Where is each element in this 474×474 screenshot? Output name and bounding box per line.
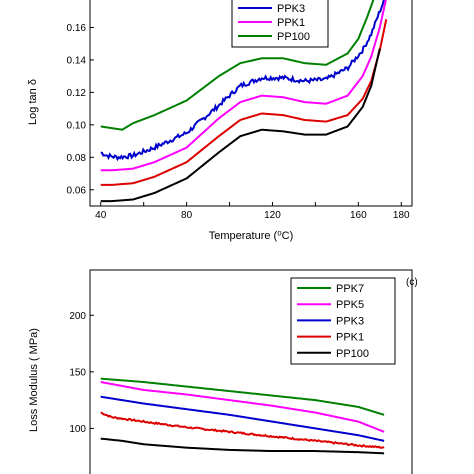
bottom-y-axis-label: Loss Modulus ( MPa) (28, 328, 40, 432)
bottom-legend-label: PP100 (336, 348, 369, 360)
top-y-tick-label: 0.12 (67, 88, 87, 99)
top-x-tick-label: 160 (350, 210, 367, 221)
bottom-series-line-4 (100, 437, 385, 455)
bottom-y-tick-label: 150 (69, 367, 86, 378)
bottom-legend-label: PPK3 (336, 315, 364, 327)
bottom-series-line-2 (100, 395, 385, 442)
top-x-tick-label: 180 (393, 210, 410, 221)
bottom-series-line-1 (100, 381, 385, 433)
bottom-y-tick-label: 200 (69, 311, 86, 322)
top-ticks: 40 80 120 160 180 0.06 0.08 0.10 0.12 0.14 0.16 0.1… (67, 0, 411, 221)
top-legend: PPK3 PPK1 PP100 (231, 0, 329, 48)
bottom-legend-label: PPK1 (336, 332, 364, 344)
bottom-y-tick-label: 100 (69, 424, 86, 435)
top-legend-label: PP100 (277, 31, 310, 43)
bottom-legend: PPK7 PPK5 PPK3 PPK1 PP100 (290, 277, 396, 365)
top-y-axis-label: Log tan δ (27, 79, 39, 125)
top-series-line-4 (100, 48, 381, 203)
top-y-tick-label: 0.08 (67, 153, 87, 164)
top-x-tick-label: 40 (95, 210, 107, 221)
top-x-tick-label: 120 (264, 210, 281, 221)
top-y-tick-label: 0.18 (67, 0, 87, 2)
bottom-legend-label: PPK5 (336, 299, 364, 311)
bottom-series-line-3 (100, 411, 385, 449)
top-series-line-1 (100, 0, 387, 172)
top-legend-label: PPK1 (277, 17, 305, 29)
top-series (100, 0, 388, 203)
top-series-line-0 (100, 0, 385, 162)
bottom-series (100, 377, 385, 455)
top-y-tick-label: 0.14 (67, 55, 87, 66)
bottom-ticks: 100 150 200 (69, 311, 94, 435)
bottom-plot-frame (89, 269, 413, 474)
top-y-tick-label: 0.10 (67, 120, 87, 131)
top-series-line-3 (100, 19, 388, 186)
top-y-tick-label: 0.16 (67, 23, 87, 34)
top-x-axis-label: Temperature (⁰C) (209, 230, 294, 242)
panel-label: (c) (406, 277, 418, 288)
top-chart: 40 80 120 160 180 0.06 0.08 0.10 0.12 0.14 0.16 0.1… (27, 0, 413, 242)
bottom-legend-label: PPK7 (336, 283, 364, 295)
top-series-line-2 (100, 0, 375, 131)
bottom-chart: 100 150 200 PPK7 PPK5 PPK3 PPK1 PP100 Loss Mod… (28, 269, 418, 474)
top-x-tick-label: 80 (181, 210, 193, 221)
top-plot-frame (89, 0, 413, 207)
top-y-tick-label: 0.06 (67, 185, 87, 196)
top-legend-label: PPK3 (277, 3, 305, 15)
bottom-series-line-0 (100, 377, 385, 416)
